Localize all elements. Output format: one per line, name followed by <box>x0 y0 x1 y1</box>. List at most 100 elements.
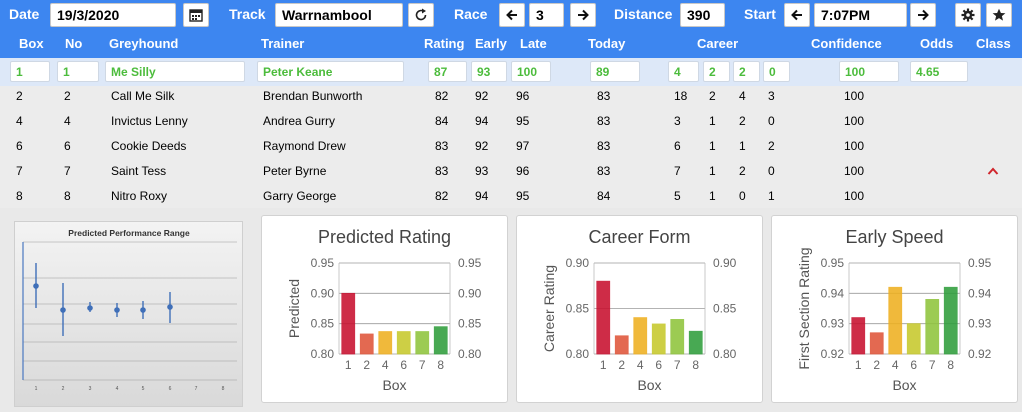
gear-icon <box>961 8 975 22</box>
selected-greyhound[interactable]: Me Silly <box>105 61 245 82</box>
y2-tick-label: 0.95 <box>968 256 992 270</box>
cell-late: 95 <box>516 114 530 128</box>
race-prev-button[interactable] <box>499 3 525 27</box>
col-header-greyhound[interactable]: Greyhound <box>109 36 179 51</box>
bar <box>906 323 921 355</box>
track-field[interactable]: Warrnambool <box>275 3 403 27</box>
table-row[interactable]: 4 4 Invictus Lenny Andrea Gurry 84 94 95… <box>0 108 1022 133</box>
y-tick-label: 0.95 <box>821 256 845 270</box>
col-header-trainer[interactable]: Trainer <box>261 36 305 51</box>
refresh-button[interactable] <box>408 3 434 27</box>
cell-career-thirds: 0 <box>768 164 775 178</box>
y-tick-label: 0.80 <box>311 347 335 361</box>
bar <box>378 331 393 355</box>
selected-late[interactable]: 100 <box>511 61 551 82</box>
x-tick-label: 7 <box>674 358 681 372</box>
table-row[interactable]: 8 8 Nitro Roxy Garry George 82 94 95 84 … <box>0 183 1022 208</box>
calendar-icon <box>189 9 203 22</box>
col-header-box[interactable]: Box <box>19 36 44 51</box>
race-field[interactable]: 3 <box>529 3 564 27</box>
cell-today: 83 <box>597 89 611 103</box>
cell-rating: 82 <box>435 89 449 103</box>
cell-career-wins: 1 <box>709 114 716 128</box>
cell-early: 93 <box>475 164 489 178</box>
cell-no: 4 <box>64 114 71 128</box>
col-header-confidence[interactable]: Confidence <box>811 36 882 51</box>
bar <box>415 331 430 355</box>
range-point <box>60 307 66 313</box>
cell-career-seconds: 2 <box>739 114 746 128</box>
y-tick-label: 0.93 <box>821 317 845 331</box>
x-tick-label: 6 <box>400 358 407 372</box>
x-axis-label: Box <box>637 377 661 393</box>
race-next-button[interactable] <box>570 3 596 27</box>
start-next-button[interactable] <box>910 3 936 27</box>
cell-career-seconds: 4 <box>739 89 746 103</box>
col-header-class[interactable]: Class <box>976 36 1011 51</box>
distance-field[interactable]: 390 <box>680 3 725 27</box>
y-axis-label: Predicted <box>286 279 302 338</box>
range-x-tick: 7 <box>195 386 198 392</box>
table-row[interactable]: 7 7 Saint Tess Peter Byrne 83 93 96 83 7… <box>0 158 1022 183</box>
y2-tick-label: 0.90 <box>713 256 737 270</box>
cell-today: 84 <box>597 189 611 203</box>
y2-tick-label: 0.93 <box>968 317 992 331</box>
col-header-early[interactable]: Early <box>475 36 507 51</box>
calendar-button[interactable] <box>183 3 209 27</box>
cell-trainer: Raymond Drew <box>263 139 346 153</box>
selected-box[interactable]: 1 <box>10 61 50 82</box>
x-tick-label: 4 <box>892 358 899 372</box>
cell-career-seconds: 1 <box>739 139 746 153</box>
col-header-no[interactable]: No <box>65 36 83 51</box>
range-point <box>33 283 39 289</box>
cell-rating: 84 <box>435 114 449 128</box>
y2-tick-label: 0.80 <box>458 347 482 361</box>
toolbar: Date 19/3/2020 Track Warrnambool Race 3 … <box>0 0 1022 30</box>
x-tick-label: 6 <box>655 358 662 372</box>
runners-table: 1 1 Me Silly Peter Keane 87 93 100 89 4 … <box>0 58 1022 208</box>
x-tick-label: 1 <box>345 358 352 372</box>
selected-odds[interactable]: 4.65 <box>910 61 968 82</box>
selected-trainer[interactable]: Peter Keane <box>257 61 404 82</box>
selected-career-wins[interactable]: 2 <box>703 61 730 82</box>
cell-rating: 82 <box>435 189 449 203</box>
col-header-career[interactable]: Career <box>697 36 739 51</box>
table-row[interactable]: 6 6 Cookie Deeds Raymond Drew 83 92 97 8… <box>0 133 1022 158</box>
bar <box>396 331 411 355</box>
selected-career-seconds[interactable]: 2 <box>733 61 760 82</box>
favorite-button[interactable] <box>986 3 1012 27</box>
range-x-tick: 5 <box>142 386 145 392</box>
range-point <box>140 307 146 313</box>
cell-career-thirds: 1 <box>768 189 775 203</box>
y-tick-label: 0.92 <box>821 347 845 361</box>
cell-early: 92 <box>475 89 489 103</box>
range-x-tick: 1 <box>35 386 38 392</box>
chevron-up-icon[interactable] <box>987 165 999 177</box>
selected-career-thirds[interactable]: 0 <box>763 61 790 82</box>
predicted-rating-chart: 0.95 0.95 0.90 0.90 0.85 0.85 0.80 0.80 1 2 4 6 7 8 Bo… <box>261 215 508 403</box>
settings-button[interactable] <box>955 3 981 27</box>
col-header-odds[interactable]: Odds <box>920 36 954 51</box>
distance-label: Distance <box>614 6 673 22</box>
selected-rating[interactable]: 87 <box>428 61 467 82</box>
x-tick-label: 1 <box>855 358 862 372</box>
selected-no[interactable]: 1 <box>57 61 99 82</box>
range-x-tick: 2 <box>62 386 65 392</box>
col-header-rating[interactable]: Rating <box>424 36 465 51</box>
selected-today[interactable]: 89 <box>590 61 640 82</box>
selected-career-starts[interactable]: 4 <box>668 61 699 82</box>
table-row[interactable]: 2 2 Call Me Silk Brendan Bunworth 82 92 … <box>0 83 1022 108</box>
cell-no: 2 <box>64 89 71 103</box>
cell-career-wins: 1 <box>709 139 716 153</box>
selected-confidence[interactable]: 100 <box>839 61 899 82</box>
col-header-late[interactable]: Late <box>520 36 547 51</box>
col-header-today[interactable]: Today <box>588 36 626 51</box>
date-field[interactable]: 19/3/2020 <box>50 3 176 27</box>
start-time-field[interactable]: 7:07PM <box>814 3 907 27</box>
cell-late: 96 <box>516 164 530 178</box>
start-prev-button[interactable] <box>784 3 810 27</box>
cell-trainer: Garry George <box>263 189 337 203</box>
x-tick-label: 4 <box>382 358 389 372</box>
selected-early[interactable]: 93 <box>471 61 507 82</box>
selected-table-row[interactable]: 1 1 Me Silly Peter Keane 87 93 100 89 4 … <box>0 58 1022 86</box>
